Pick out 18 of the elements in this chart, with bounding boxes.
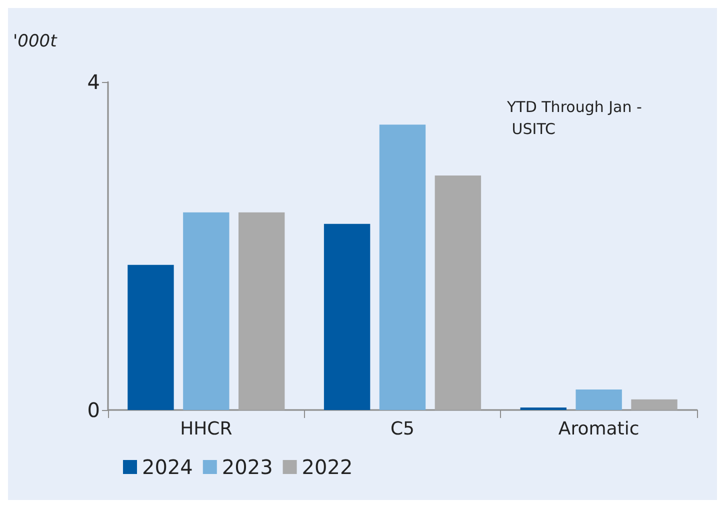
x-tick-label: Aromatic [558, 418, 640, 440]
bar [238, 212, 285, 410]
legend-label: 2022 [302, 455, 353, 479]
y-axis-title: '000t [13, 32, 58, 52]
bar [434, 175, 482, 410]
bar [379, 124, 426, 410]
bar [183, 212, 230, 410]
bar [128, 264, 174, 410]
y-tick-label: 0 [87, 398, 100, 422]
x-tick-label: HHCR [180, 418, 232, 440]
bar [324, 224, 370, 410]
x-tick-label: C5 [390, 418, 415, 440]
bar [576, 390, 622, 410]
annotation: YTD Through Jan - USITC [506, 98, 642, 138]
legend-label: 2023 [222, 455, 273, 479]
legend-label: 2024 [142, 455, 193, 479]
y-tick-label: 4 [87, 70, 100, 94]
bar [631, 399, 678, 410]
